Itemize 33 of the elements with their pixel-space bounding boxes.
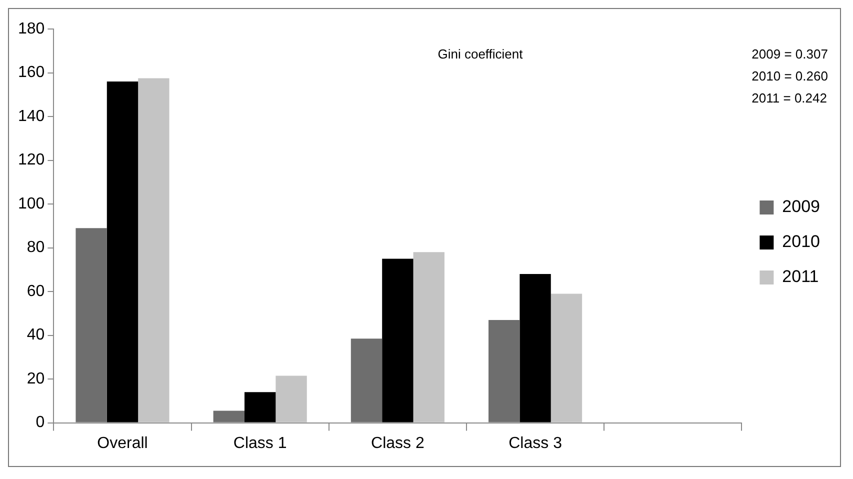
y-tick-label: 140 (18, 108, 45, 125)
text: 2011 = 0.242 (752, 90, 827, 106)
legend-label: 2009 (782, 197, 820, 216)
bar (276, 376, 307, 422)
bar (244, 392, 276, 422)
bar (488, 320, 520, 422)
y-tick-label: 60 (26, 282, 45, 300)
bar (138, 78, 170, 422)
bar (382, 258, 414, 422)
bar (350, 338, 382, 422)
x-tick-label: Class 1 (233, 434, 287, 452)
y-tick-label: 160 (18, 64, 45, 82)
legend-label: 2011 (782, 267, 819, 286)
bar (413, 252, 444, 422)
bar (76, 228, 107, 422)
text: 2010 = 0.260 (752, 68, 828, 84)
y-tick-label: 80 (26, 239, 45, 256)
bar (550, 294, 582, 422)
text: 2009 = 0.307 (752, 46, 828, 62)
bar (213, 410, 244, 422)
bar (106, 82, 138, 422)
bar (520, 274, 551, 422)
x-tick-label: Class 3 (508, 434, 562, 452)
legend-label: 2010 (782, 232, 820, 252)
y-tick-label: 180 (18, 20, 45, 38)
y-tick-label: 100 (18, 195, 45, 212)
y-tick-label: 20 (26, 370, 45, 388)
y-tick-label: 120 (18, 152, 45, 169)
x-tick-label: Overall (97, 434, 148, 452)
x-tick-label: Class 2 (371, 434, 424, 452)
y-tick-label: 0 (36, 414, 45, 432)
y-tick-label: 40 (26, 326, 45, 344)
annotation: Gini coefficient (438, 46, 524, 62)
